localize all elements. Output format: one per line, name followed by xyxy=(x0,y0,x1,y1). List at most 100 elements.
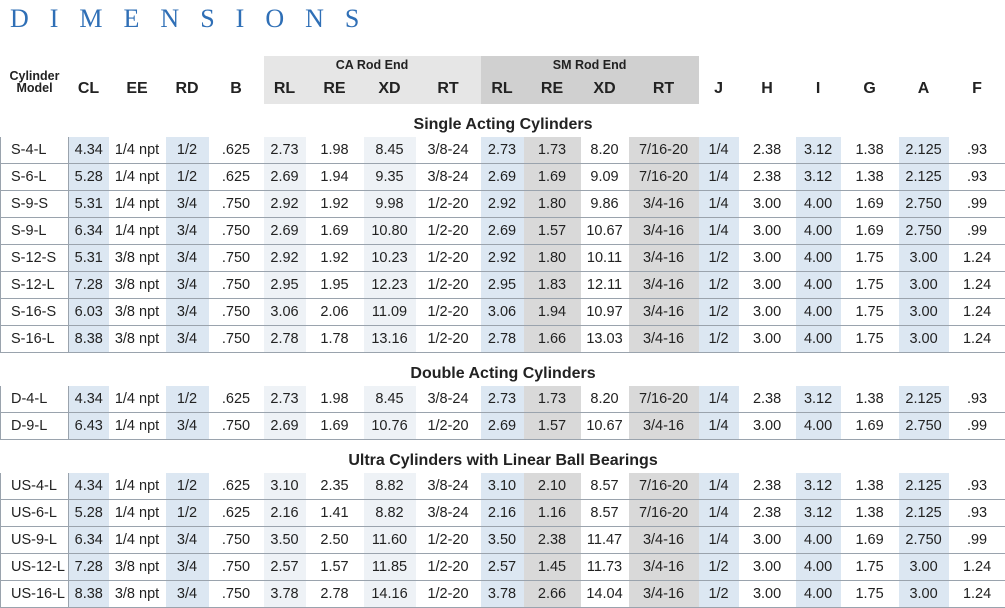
value-cell: 3.12 xyxy=(796,137,841,164)
value-cell: 4.00 xyxy=(796,527,841,554)
value-cell: 1.38 xyxy=(841,473,899,500)
value-cell: 10.76 xyxy=(364,413,416,440)
value-cell: 6.34 xyxy=(69,218,109,245)
value-cell: 3/4-16 xyxy=(629,218,699,245)
value-cell: 2.35 xyxy=(306,473,364,500)
value-cell: 3/4-16 xyxy=(629,581,699,608)
value-cell: 3/4 xyxy=(166,272,209,299)
section-row: Ultra Cylinders with Linear Ball Bearing… xyxy=(1,440,1005,474)
value-cell: 14.04 xyxy=(581,581,629,608)
value-cell: .750 xyxy=(209,581,264,608)
value-cell: 2.66 xyxy=(524,581,581,608)
value-cell: 9.35 xyxy=(364,164,416,191)
value-cell: 4.00 xyxy=(796,413,841,440)
value-cell: 1.16 xyxy=(524,500,581,527)
model-cell: S-9-S xyxy=(1,191,69,218)
value-cell: 1.38 xyxy=(841,386,899,413)
value-cell: 1/2-20 xyxy=(416,272,481,299)
value-cell: 1/4 xyxy=(699,386,739,413)
value-cell: 3/8-24 xyxy=(416,386,481,413)
value-cell: 1.73 xyxy=(524,137,581,164)
value-cell: 9.98 xyxy=(364,191,416,218)
value-cell: 1.69 xyxy=(841,527,899,554)
model-header: Cylinder Model xyxy=(1,56,69,104)
model-cell: S-12-S xyxy=(1,245,69,272)
value-cell: 4.00 xyxy=(796,191,841,218)
value-cell: .625 xyxy=(209,386,264,413)
value-cell: 2.38 xyxy=(739,164,796,191)
value-cell: 1.75 xyxy=(841,554,899,581)
value-cell: 9.09 xyxy=(581,164,629,191)
value-cell: .99 xyxy=(949,527,1005,554)
value-cell: 1/2-20 xyxy=(416,218,481,245)
value-cell: 1.24 xyxy=(949,245,1005,272)
value-cell: 8.82 xyxy=(364,473,416,500)
value-cell: 1.45 xyxy=(524,554,581,581)
column-header: XD xyxy=(364,74,416,104)
value-cell: 8.20 xyxy=(581,386,629,413)
value-cell: .625 xyxy=(209,500,264,527)
value-cell: 11.60 xyxy=(364,527,416,554)
value-cell: 1.69 xyxy=(841,218,899,245)
value-cell: 4.00 xyxy=(796,299,841,326)
value-cell: 3/4 xyxy=(166,245,209,272)
value-cell: 3/8-24 xyxy=(416,500,481,527)
value-cell: 3/8-24 xyxy=(416,473,481,500)
value-cell: 1.80 xyxy=(524,191,581,218)
column-header: RL xyxy=(264,74,306,104)
value-cell: 3/8 npt xyxy=(109,272,166,299)
value-cell: 1/2 xyxy=(699,326,739,353)
value-cell: 2.125 xyxy=(899,137,949,164)
value-cell: 1/4 xyxy=(699,218,739,245)
value-cell: 3.50 xyxy=(481,527,524,554)
value-cell: 1.24 xyxy=(949,554,1005,581)
value-cell: 2.92 xyxy=(481,245,524,272)
value-cell: 3.12 xyxy=(796,386,841,413)
column-header: J xyxy=(699,74,739,104)
value-cell: 1.69 xyxy=(524,164,581,191)
value-cell: 3.06 xyxy=(264,299,306,326)
value-cell: 1/4 npt xyxy=(109,527,166,554)
value-cell: 3.12 xyxy=(796,473,841,500)
value-cell: 2.57 xyxy=(264,554,306,581)
value-cell: .93 xyxy=(949,473,1005,500)
value-cell: 12.11 xyxy=(581,272,629,299)
value-cell: 3.00 xyxy=(739,191,796,218)
value-cell: 2.69 xyxy=(264,164,306,191)
value-cell: 2.69 xyxy=(481,164,524,191)
model-cell: US-6-L xyxy=(1,500,69,527)
value-cell: 2.73 xyxy=(264,386,306,413)
value-cell: 1/2 xyxy=(166,137,209,164)
value-cell: 3/4 xyxy=(166,191,209,218)
value-cell: 1/2 xyxy=(166,386,209,413)
value-cell: 1/2-20 xyxy=(416,581,481,608)
value-cell: .750 xyxy=(209,218,264,245)
value-cell: 5.28 xyxy=(69,500,109,527)
value-cell: 1.38 xyxy=(841,164,899,191)
value-cell: 2.06 xyxy=(306,299,364,326)
value-cell: .99 xyxy=(949,413,1005,440)
page-title: DIMENSIONS xyxy=(0,0,1005,56)
value-cell: 7.28 xyxy=(69,554,109,581)
value-cell: 1.57 xyxy=(524,413,581,440)
value-cell: 2.50 xyxy=(306,527,364,554)
value-cell: 2.38 xyxy=(739,386,796,413)
group-header: SM Rod End xyxy=(481,56,699,74)
value-cell: 1/2-20 xyxy=(416,413,481,440)
value-cell: 12.23 xyxy=(364,272,416,299)
value-cell: 1/2 xyxy=(699,581,739,608)
value-cell: 2.750 xyxy=(899,218,949,245)
value-cell: 3/4 xyxy=(166,527,209,554)
value-cell: 1/2 xyxy=(699,299,739,326)
value-cell: 3/4 xyxy=(166,218,209,245)
value-cell: 3/8 npt xyxy=(109,326,166,353)
value-cell: 3.00 xyxy=(899,326,949,353)
